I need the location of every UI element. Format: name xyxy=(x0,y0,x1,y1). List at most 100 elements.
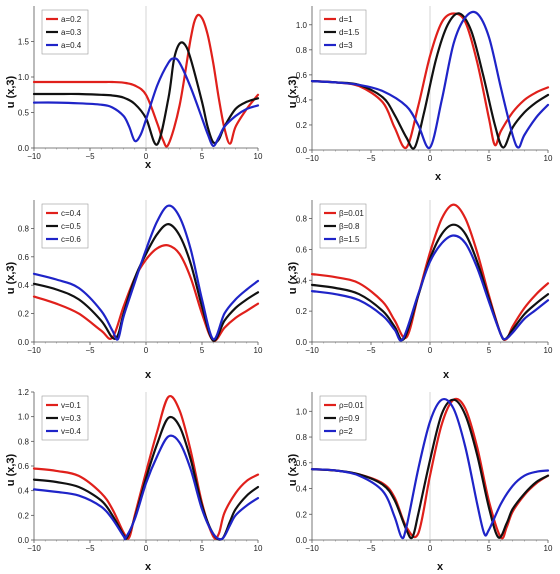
x-tick-label: 10 xyxy=(544,346,553,355)
chart-panel-6: −10 −5 0 5 10 0.0 0.2 0.4 0.6 0.8 1.0 x u (x,3) ρ=0.0… xyxy=(287,392,553,573)
x-tick-label: −5 xyxy=(85,346,95,355)
x-tick-label: 0 xyxy=(144,152,149,161)
legend-label: v=0.1 xyxy=(61,401,81,410)
y-tick-label: 0.8 xyxy=(18,224,30,233)
y-axis-label: u (x,3) xyxy=(5,75,17,108)
legend-label: d=3 xyxy=(339,41,353,50)
x-axis-label: x xyxy=(145,561,152,573)
chart-panel-3: −10 −5 0 5 10 0.0 0.2 0.4 0.6 0.8 x u (x,3) c=0.4 c=0… xyxy=(5,200,263,381)
series-line-1 xyxy=(32,244,260,342)
x-tick-label: −5 xyxy=(366,346,376,355)
y-tick-label: 0.0 xyxy=(296,536,308,545)
series-line-1 xyxy=(310,12,550,150)
y-tick-label: 1.0 xyxy=(296,21,308,30)
y-tick-label: 0.8 xyxy=(296,46,308,55)
legend-label: a=0.4 xyxy=(61,41,82,50)
y-tick-label: 0.4 xyxy=(18,487,30,496)
x-tick-label: 10 xyxy=(254,544,263,553)
y-tick-label: 0.4 xyxy=(296,485,308,494)
y-tick-label: 0.0 xyxy=(18,144,30,153)
y-tick-label: 0.2 xyxy=(296,121,308,130)
y-tick-label: 1.2 xyxy=(18,388,30,397)
x-tick-label: 5 xyxy=(487,544,492,553)
chart-panel-1: −10 −5 0 5 10 0.0 0.5 1.0 1.5 x u (x,3) a=0.2 a=0.3 a… xyxy=(5,6,263,171)
y-tick-label: 0.2 xyxy=(18,310,30,319)
y-tick-label: 0.2 xyxy=(18,511,30,520)
legend-label: ρ=2 xyxy=(339,427,353,436)
x-tick-label: 0 xyxy=(428,346,433,355)
x-tick-label: −5 xyxy=(85,152,95,161)
y-tick-label: 0.2 xyxy=(296,510,308,519)
y-tick-label: 0.6 xyxy=(18,462,30,471)
y-axis-label: u (x,3) xyxy=(287,261,299,294)
y-tick-label: 1.0 xyxy=(18,413,30,422)
x-axis-label: x xyxy=(437,561,444,573)
legend-label: a=0.2 xyxy=(61,15,82,24)
x-tick-label: −10 xyxy=(27,152,41,161)
legend-label: c=0.4 xyxy=(61,209,81,218)
series-line-3 xyxy=(310,398,550,540)
series-line-3 xyxy=(310,10,550,150)
y-tick-label: 0.4 xyxy=(18,281,30,290)
y-tick-label: 0.6 xyxy=(296,71,308,80)
x-tick-label: 5 xyxy=(200,152,205,161)
series-line-1 xyxy=(310,203,550,341)
x-tick-label: −10 xyxy=(305,544,319,553)
series-line-3 xyxy=(310,234,550,342)
series-line-2 xyxy=(310,223,550,342)
series-line-2 xyxy=(310,398,550,540)
legend-label: c=0.5 xyxy=(61,222,81,231)
x-tick-label: 0 xyxy=(144,346,149,355)
y-tick-label: 0.8 xyxy=(296,215,308,224)
legend-label: c=0.6 xyxy=(61,235,81,244)
x-tick-label: 10 xyxy=(254,152,263,161)
x-tick-label: 10 xyxy=(544,544,553,553)
chart-panel-4: −10 −5 0 5 10 0.0 0.2 0.4 0.6 0.8 x u (x,3) β=0.01 β=… xyxy=(287,200,553,381)
x-axis-label: x xyxy=(435,171,442,183)
y-tick-label: 1.0 xyxy=(18,73,30,82)
x-tick-label: 5 xyxy=(487,154,492,163)
y-axis-label: u (x,3) xyxy=(5,453,17,486)
y-tick-label: 0.6 xyxy=(18,253,30,262)
y-tick-label: 0.8 xyxy=(18,437,30,446)
x-tick-label: −10 xyxy=(305,154,319,163)
x-tick-label: −10 xyxy=(305,346,319,355)
legend-label: ρ=0.01 xyxy=(339,401,364,410)
x-tick-label: 5 xyxy=(200,544,205,553)
y-tick-label: 0.0 xyxy=(296,338,308,347)
x-tick-label: −10 xyxy=(27,544,41,553)
y-axis-label: u (x,3) xyxy=(287,453,299,486)
y-tick-label: 0.0 xyxy=(18,338,30,347)
y-tick-label: 1.5 xyxy=(18,38,30,47)
y-tick-label: 0.6 xyxy=(296,459,308,468)
y-axis-label: u (x,3) xyxy=(5,261,17,294)
chart-panel-5: −10 −5 0 5 10 0.0 0.2 0.4 0.6 0.8 1.0 1.2 x u (x,3) v=… xyxy=(5,388,263,573)
series-line-2 xyxy=(32,223,260,342)
legend-label: a=0.3 xyxy=(61,28,82,37)
x-tick-label: 10 xyxy=(254,346,263,355)
x-tick-label: −5 xyxy=(366,544,376,553)
y-tick-label: 0.4 xyxy=(296,276,308,285)
y-tick-label: 0.4 xyxy=(296,96,308,105)
y-tick-label: 0.6 xyxy=(296,245,308,254)
x-axis-label: x xyxy=(145,159,152,171)
legend-label: ρ=0.9 xyxy=(339,414,360,423)
x-tick-label: 5 xyxy=(487,346,492,355)
y-tick-label: 0.0 xyxy=(18,536,30,545)
y-tick-label: 0.0 xyxy=(296,146,308,155)
series-line-2 xyxy=(32,415,260,541)
legend-label: d=1.5 xyxy=(339,28,360,37)
x-tick-label: −5 xyxy=(366,154,376,163)
legend-box xyxy=(319,203,367,249)
series-line-1 xyxy=(32,395,260,540)
x-tick-label: 10 xyxy=(544,154,553,163)
x-tick-label: 5 xyxy=(200,346,205,355)
x-axis-label: x xyxy=(443,369,450,381)
x-tick-label: −10 xyxy=(27,346,41,355)
legend-label: v=0.3 xyxy=(61,414,81,423)
legend-label: β=0.01 xyxy=(339,209,364,218)
y-tick-label: 0.8 xyxy=(296,433,308,442)
chart-panel-2: −10 −5 0 5 10 0.0 0.2 0.4 0.6 0.8 1.0 x u (x,3) d=1 d=… xyxy=(287,6,553,183)
y-tick-label: 1.0 xyxy=(296,407,308,416)
